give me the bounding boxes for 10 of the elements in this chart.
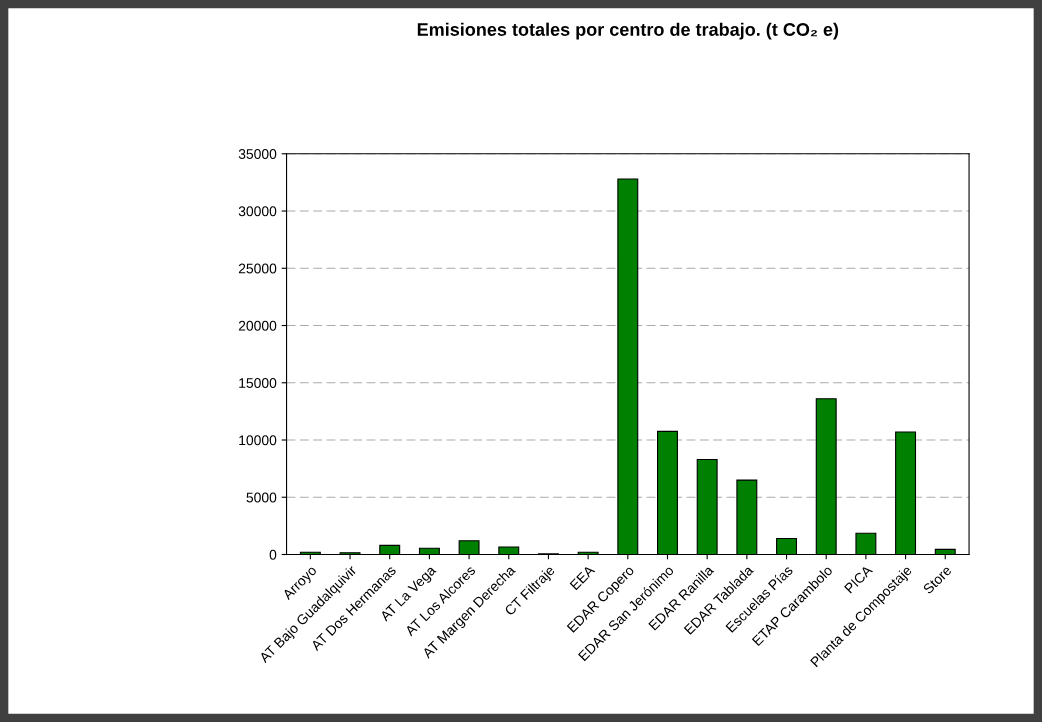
y-tick-label: 5000 bbox=[246, 492, 277, 503]
chart-title: Emisiones totales por centro de trabajo. (t CO₂ e) bbox=[417, 22, 839, 40]
y-tick-label: 30000 bbox=[238, 206, 277, 217]
y-tick-label: 10000 bbox=[239, 435, 277, 446]
y-tick-label: 35000 bbox=[238, 149, 277, 159]
y-tick-label: 0 bbox=[269, 549, 277, 560]
y-tick-label: 25000 bbox=[238, 263, 277, 274]
y-tick-label: 20000 bbox=[238, 320, 277, 331]
x-tick-label: EEA bbox=[569, 564, 596, 591]
y-tick-label: 15000 bbox=[239, 378, 277, 388]
